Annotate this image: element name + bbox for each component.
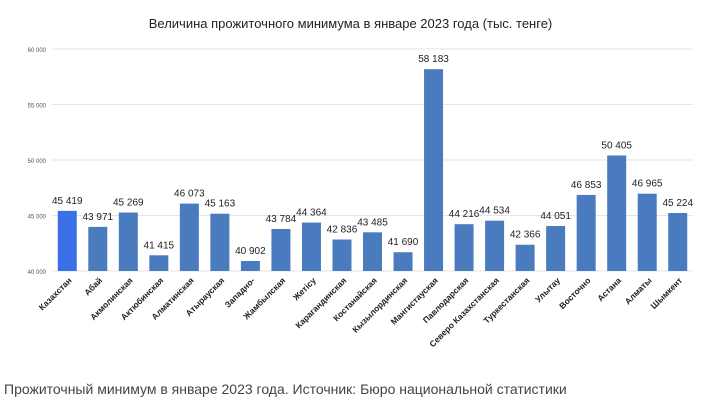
bar [607,155,627,271]
chart-title: Величина прожиточного минимума в январе … [148,16,553,31]
data-label: 42 366 [510,230,541,241]
bar-chart: 40 000 45 000 50 000 55 000 60 000 45 419 Каза… [28,48,694,349]
bar [179,203,199,271]
data-label: 44 051 [540,211,571,222]
x-tick-label: Улытау [533,275,562,304]
bar [363,232,382,271]
data-label: 44 364 [296,208,327,219]
y-tick-label: 40 000 [28,270,47,276]
data-label: 42 836 [327,225,358,236]
bar [515,244,535,271]
bar [393,252,413,271]
data-label: 45 163 [205,199,236,210]
x-tick-label: Алматы [623,275,654,306]
bar [546,226,566,271]
x-tick-label: Кызылординская [350,275,409,334]
y-tick-label: 55 000 [28,104,47,110]
data-label: 43 971 [82,212,113,223]
data-label: 40 902 [235,246,266,257]
bar [485,220,505,271]
chart-figure: Величина прожиточного минимума в январе … [27,16,694,350]
data-label: 44 216 [449,209,480,220]
image-caption: Прожиточный минимум в январе 2023 года. … [4,381,567,397]
bar [210,213,230,271]
x-tick-label: Шымкент [649,275,685,311]
data-label: 58 183 [418,54,449,65]
data-label: 46 073 [174,189,205,200]
x-tick-label: Астана [595,275,623,303]
bar [88,226,108,271]
y-tick-label: 50 000 [28,159,47,165]
bar [454,224,474,271]
data-label: 50 405 [601,141,632,152]
x-tick-label: Казахстан [37,275,74,312]
data-label: 45 269 [113,198,144,209]
bar [271,228,291,271]
bar [301,222,321,271]
data-label: 41 415 [144,240,175,251]
bar [118,212,138,271]
data-label: 46 853 [571,180,602,191]
bar [576,194,596,271]
x-tick-label: Жетісу [290,275,318,303]
bar [332,239,352,271]
y-tick-label: 45 000 [28,215,47,221]
data-label: 46 965 [632,179,663,190]
bar [149,255,169,271]
x-tick-label: Абай [82,275,104,297]
y-tick-label: 60 000 [28,48,47,54]
data-label: 41 690 [388,237,419,248]
data-label: 44 534 [479,206,510,217]
bar [668,213,688,271]
data-label: 43 784 [266,214,297,225]
bar [424,69,444,271]
data-label: 45 419 [52,196,83,207]
bar [637,193,657,271]
bar [57,210,77,271]
bar [240,260,260,271]
data-label: 43 485 [357,217,388,228]
data-label: 45 224 [662,198,693,209]
x-tick-label: Восточно [557,275,593,311]
